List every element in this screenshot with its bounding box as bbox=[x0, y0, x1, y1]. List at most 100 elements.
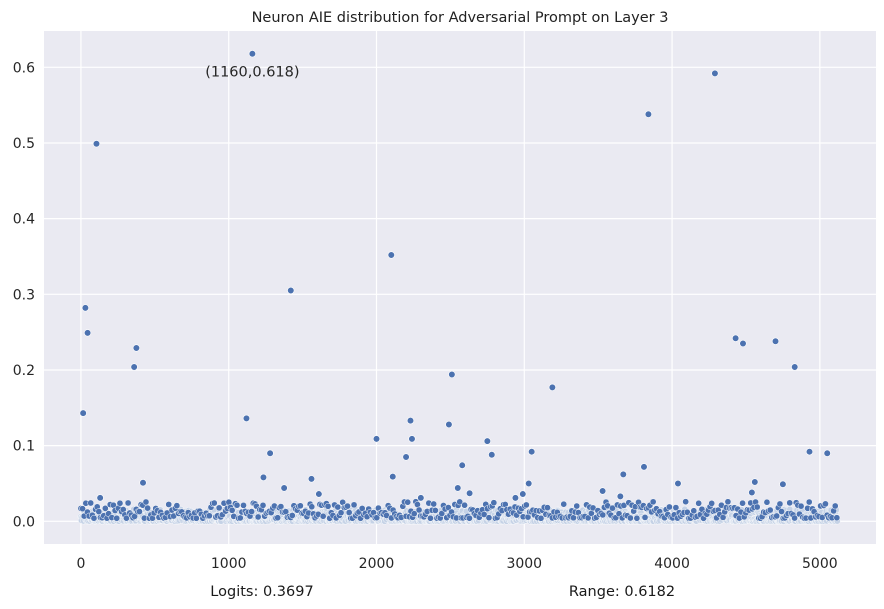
y-tick-labels: 0.0 0.1 0.2 0.3 0.4 0.5 0.6 bbox=[13, 60, 35, 530]
baseline-point bbox=[277, 503, 285, 510]
data-point bbox=[83, 329, 92, 337]
baseline-point bbox=[131, 513, 138, 520]
data-point bbox=[751, 478, 759, 486]
baseline-point bbox=[739, 499, 746, 507]
baseline-point bbox=[766, 506, 774, 514]
baseline-point bbox=[456, 498, 464, 506]
baseline-point bbox=[319, 512, 327, 520]
baseline-point bbox=[431, 507, 439, 514]
data-point bbox=[739, 339, 747, 348]
baseline-point bbox=[334, 503, 342, 511]
data-point bbox=[711, 69, 719, 77]
x-tick-labels: 0 1000 2000 3000 4000 5000 bbox=[76, 556, 837, 572]
baseline-point bbox=[776, 500, 784, 508]
data-point bbox=[92, 140, 101, 148]
data-point bbox=[287, 286, 295, 295]
baseline-point bbox=[490, 499, 498, 507]
data-point bbox=[616, 492, 624, 500]
data-point bbox=[779, 480, 787, 488]
baseline-point bbox=[240, 502, 247, 509]
data-point bbox=[387, 251, 395, 259]
data-point bbox=[266, 449, 274, 457]
baseline-points bbox=[77, 498, 841, 522]
logits-label: Logits: 0.3697 bbox=[210, 584, 313, 600]
baseline-point bbox=[136, 508, 143, 515]
baseline-point bbox=[485, 514, 493, 522]
baseline-point bbox=[641, 514, 649, 521]
baseline-point bbox=[248, 508, 255, 515]
baseline-point bbox=[791, 514, 798, 522]
baseline-point bbox=[350, 501, 358, 509]
x-tick-label: 1000 bbox=[211, 556, 247, 572]
x-tick-label: 4000 bbox=[654, 556, 690, 572]
baseline-point bbox=[236, 514, 244, 522]
baseline-point bbox=[666, 503, 673, 511]
data-point bbox=[488, 451, 496, 459]
baseline-point bbox=[695, 499, 703, 507]
baseline-point bbox=[627, 514, 634, 522]
data-point bbox=[307, 475, 316, 483]
data-point bbox=[771, 337, 780, 345]
baseline-point bbox=[537, 514, 545, 522]
y-tick-label: 0.0 bbox=[13, 514, 35, 530]
baseline-point bbox=[288, 512, 296, 519]
baseline-point bbox=[523, 501, 530, 509]
data-point bbox=[402, 453, 410, 461]
baseline-point bbox=[116, 499, 124, 507]
baseline-point bbox=[90, 514, 98, 522]
baseline-point bbox=[210, 499, 218, 507]
data-point bbox=[315, 490, 323, 498]
data-point bbox=[139, 479, 147, 487]
data-point bbox=[519, 490, 527, 498]
baseline-point bbox=[609, 504, 616, 512]
baseline-point bbox=[573, 502, 581, 510]
baseline-point bbox=[719, 514, 727, 521]
baseline-point bbox=[797, 502, 805, 510]
data-point bbox=[525, 479, 533, 488]
data-point bbox=[81, 304, 89, 312]
baseline-point bbox=[404, 498, 412, 506]
peak-annotation: (1160,0.618) bbox=[205, 65, 299, 81]
baseline-point bbox=[254, 513, 262, 521]
baseline-point bbox=[144, 504, 151, 512]
data-point bbox=[242, 414, 251, 422]
baseline-point bbox=[724, 498, 732, 506]
baseline-point bbox=[438, 510, 446, 517]
baseline-point bbox=[337, 509, 345, 517]
data-point bbox=[619, 470, 627, 478]
x-tick-label: 3000 bbox=[506, 556, 542, 572]
data-point bbox=[417, 494, 425, 502]
baseline-point bbox=[358, 505, 366, 512]
baseline-point bbox=[228, 506, 236, 514]
y-tick-label: 0.5 bbox=[13, 136, 35, 152]
baseline-point bbox=[344, 502, 351, 510]
baseline-point bbox=[560, 500, 568, 508]
x-tick-label: 2000 bbox=[359, 556, 395, 572]
baseline-point bbox=[427, 514, 434, 522]
baseline-point bbox=[682, 498, 690, 506]
data-point bbox=[528, 448, 536, 456]
x-tick-label: 5000 bbox=[802, 556, 838, 572]
data-point bbox=[130, 363, 138, 371]
baseline-point bbox=[822, 500, 829, 508]
baseline-point bbox=[193, 514, 200, 522]
data-point bbox=[280, 484, 288, 492]
baseline-point bbox=[206, 512, 213, 520]
data-point bbox=[79, 409, 87, 417]
baseline-point bbox=[584, 514, 592, 522]
data-point bbox=[372, 435, 381, 443]
baseline-point bbox=[113, 514, 121, 522]
baseline-point bbox=[123, 514, 130, 522]
data-point bbox=[466, 489, 474, 497]
data-point bbox=[406, 417, 415, 425]
baseline-point bbox=[778, 508, 785, 515]
baseline-point bbox=[833, 514, 841, 522]
data-point bbox=[805, 448, 814, 456]
baseline-point bbox=[461, 501, 468, 509]
baseline-point bbox=[430, 500, 438, 508]
data-point bbox=[674, 479, 682, 488]
baseline-point bbox=[415, 506, 423, 514]
data-point bbox=[248, 50, 256, 58]
baseline-point bbox=[444, 504, 452, 511]
